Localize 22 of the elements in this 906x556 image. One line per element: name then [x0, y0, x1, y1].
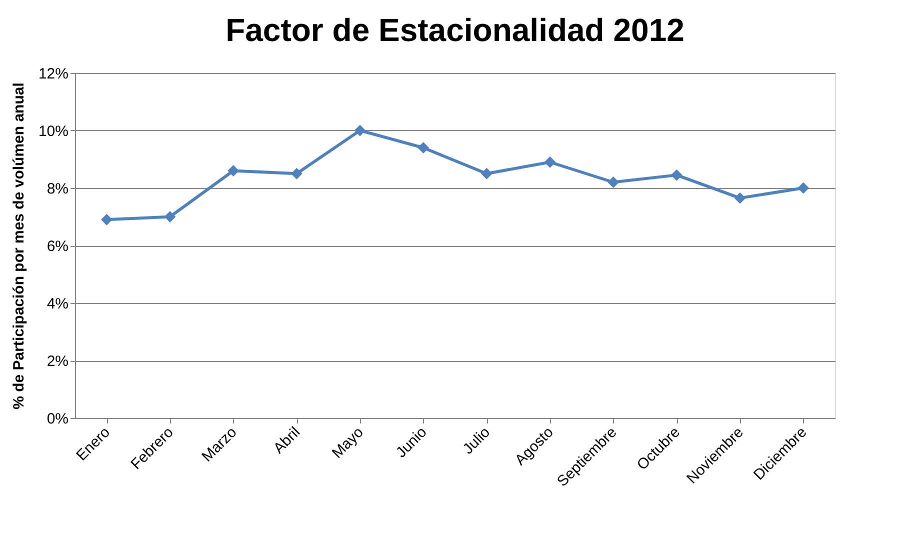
point — [798, 182, 810, 194]
point — [100, 214, 112, 226]
y-tick-label: 6% — [46, 238, 68, 255]
point — [164, 211, 176, 222]
y-tick-label: 12% — [38, 66, 68, 82]
y-tick-label: 8% — [46, 180, 68, 198]
chart-title: Factor de Estacionalidad 2012 — [226, 12, 684, 48]
x-tick-label: Julio — [460, 424, 494, 458]
point — [670, 169, 682, 181]
y-tick-label: 10% — [38, 123, 68, 140]
point — [734, 192, 746, 204]
point — [544, 156, 556, 168]
y-tick-label: 4% — [46, 296, 68, 312]
point — [354, 124, 366, 136]
point — [228, 165, 240, 176]
point — [480, 168, 492, 180]
point — [608, 176, 620, 188]
y-tick-label: 2% — [46, 353, 68, 370]
point — [290, 168, 302, 180]
y-axis-title: % de Participación por mes de volúmen anual — [10, 82, 28, 410]
y-tick-label: 0% — [46, 410, 68, 428]
point — [418, 142, 430, 154]
